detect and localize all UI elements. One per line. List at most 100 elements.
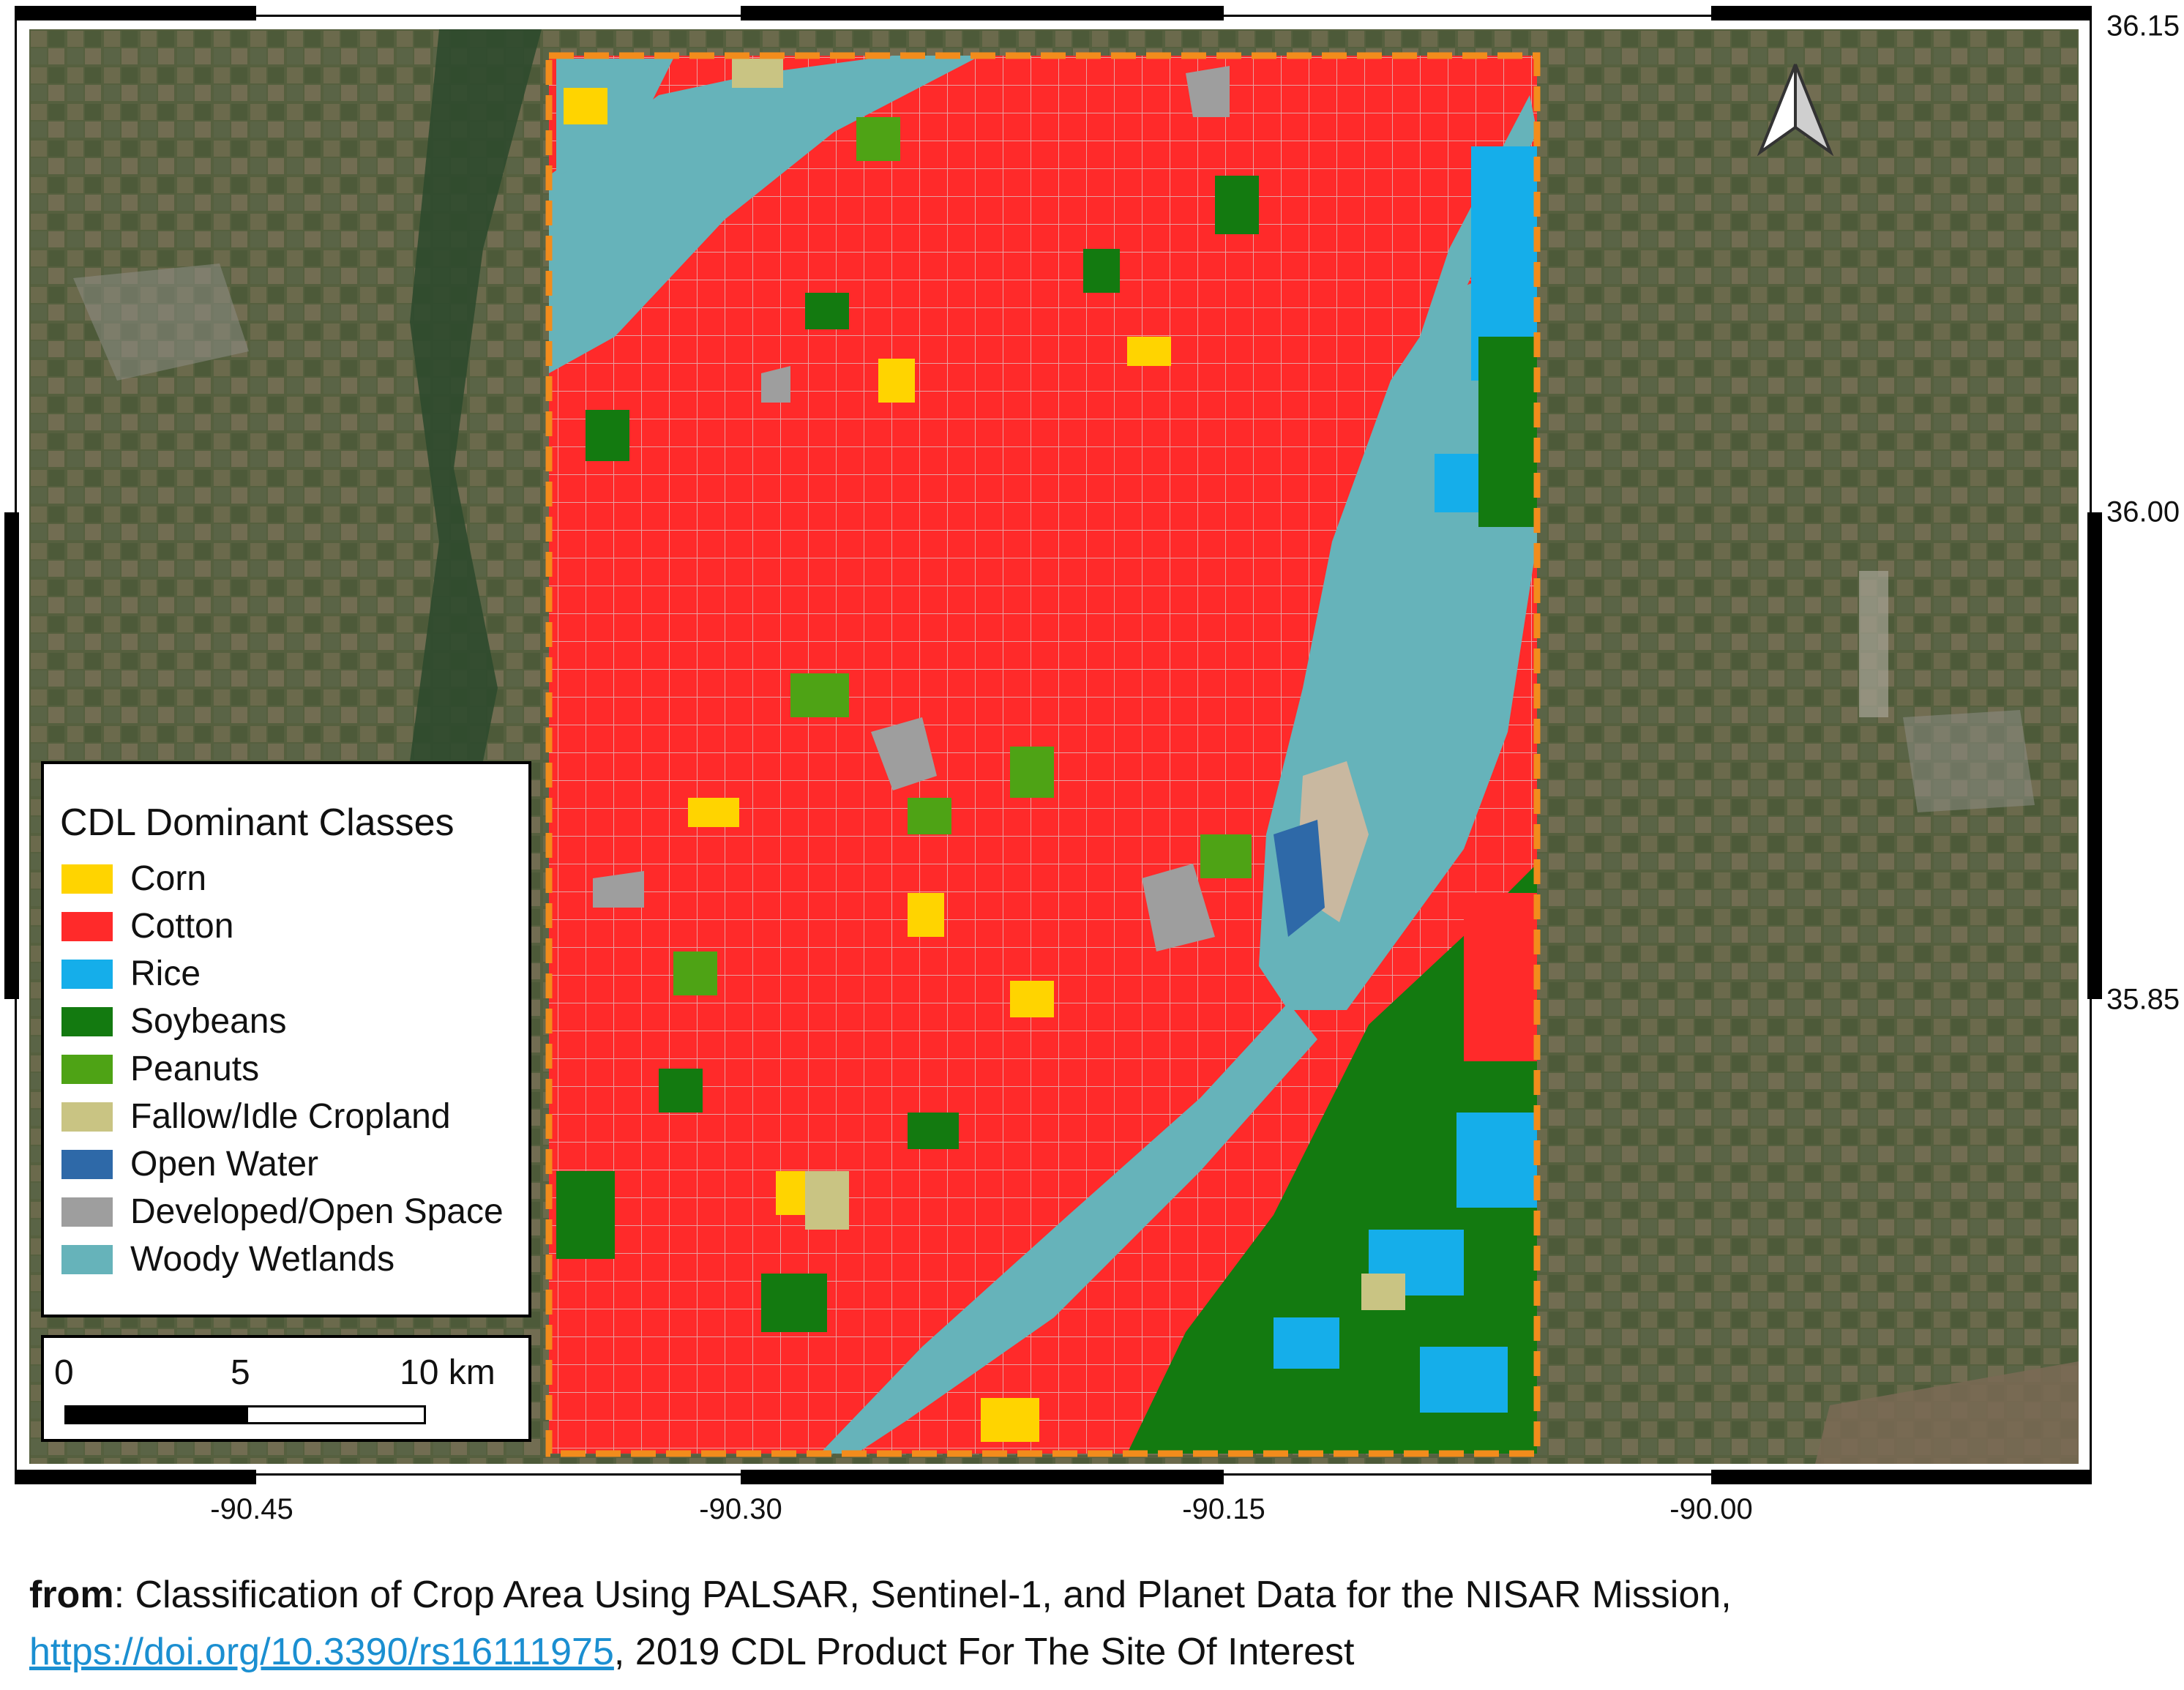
caption-text: : Classification of Crop Area Using PALS… — [113, 1574, 1732, 1616]
soy-field-c — [1083, 249, 1120, 293]
frame-tick-right-1 — [2087, 512, 2102, 999]
legend-swatch — [61, 1197, 113, 1227]
frame-tick-left-1 — [4, 512, 19, 999]
longitude-label-2: -90.30 — [699, 1493, 782, 1525]
legend-item-corn: Corn — [57, 855, 528, 902]
legend-item-woody-wetlands: Woody Wetlands — [57, 1235, 528, 1283]
peanut-field-b — [1010, 747, 1054, 798]
fallow-field-c — [732, 59, 783, 88]
legend-label: Rice — [130, 954, 201, 993]
latitude-label-3: 35.85 — [2106, 983, 2180, 1016]
frame-tick-bottom-2 — [741, 1470, 1224, 1484]
legend-item-soybeans: Soybeans — [57, 998, 528, 1045]
legend-swatch — [61, 911, 113, 941]
developed-patch-b — [1142, 864, 1215, 951]
legend-item-open-water: Open Water — [57, 1140, 528, 1188]
cotton-field-east — [1464, 893, 1537, 1061]
legend-swatch — [61, 1244, 113, 1274]
frame-tick-top-3 — [1711, 6, 2092, 20]
rice-field-5 — [1420, 1347, 1508, 1413]
legend-label: Open Water — [130, 1145, 318, 1184]
fallow-field-a — [805, 1171, 849, 1230]
study-area-border — [545, 52, 1541, 1457]
map-legend: CDL Dominant Classes Corn Cotton Rice So… — [41, 761, 531, 1317]
corn-field-c — [688, 798, 739, 827]
rice-field-6 — [1274, 1317, 1339, 1369]
legend-item-peanuts: Peanuts — [57, 1045, 528, 1093]
corn-field-b — [878, 359, 915, 403]
legend-label: Soybeans — [130, 1002, 287, 1041]
legend-label: Fallow/Idle Cropland — [130, 1097, 451, 1136]
scale-segment-black — [64, 1405, 246, 1424]
caption-line-1: from: Classification of Crop Area Using … — [29, 1566, 2152, 1623]
satellite-river-southeast — [1815, 1361, 2079, 1464]
caption-text-2: , 2019 CDL Product For The Site Of Inter… — [613, 1631, 1355, 1673]
rice-field-3 — [1456, 1113, 1537, 1208]
longitude-label-3: -90.15 — [1182, 1493, 1265, 1525]
corn-field-d — [908, 893, 944, 937]
satellite-town-east — [1903, 710, 2035, 812]
legend-item-developed: Developed/Open Space — [57, 1188, 528, 1235]
legend-item-fallow: Fallow/Idle Cropland — [57, 1093, 528, 1140]
legend-swatch — [61, 1054, 113, 1084]
peanut-field-a — [790, 673, 849, 717]
soy-field-h — [1215, 176, 1259, 234]
soy-field-f — [908, 1113, 959, 1149]
legend-label: Corn — [130, 859, 207, 898]
scale-bar: 0 5 10 km — [41, 1335, 531, 1442]
legend-title: CDL Dominant Classes — [60, 801, 455, 844]
frame-tick-bottom-1 — [15, 1470, 256, 1484]
satellite-river-west — [410, 29, 542, 834]
caption-bold: from — [29, 1574, 114, 1616]
developed-patch-a — [871, 717, 937, 790]
peanut-field-f — [856, 117, 900, 161]
legend-label: Developed/Open Space — [130, 1192, 504, 1231]
legend-swatch — [61, 864, 113, 894]
study-area-classification — [549, 56, 1537, 1454]
longitude-label-4: -90.00 — [1669, 1493, 1753, 1525]
legend-item-cotton: Cotton — [57, 902, 528, 950]
developed-patch-d — [1186, 66, 1230, 117]
legend-swatch — [61, 959, 113, 989]
scale-label-5: 5 — [231, 1353, 250, 1392]
legend-swatch — [61, 1102, 113, 1132]
legend-item-rice: Rice — [57, 950, 528, 998]
peanut-field-e — [673, 951, 717, 995]
legend-label: Peanuts — [130, 1050, 260, 1088]
legend-swatch — [61, 1149, 113, 1179]
corn-field-e — [1010, 981, 1054, 1017]
open-water-lake — [1274, 820, 1325, 937]
fallow-field-b — [1361, 1274, 1405, 1310]
soy-field-a — [586, 410, 629, 461]
frame-tick-top-1 — [15, 6, 256, 20]
longitude-label-1: -90.45 — [210, 1493, 293, 1525]
figure-caption: from: Classification of Crop Area Using … — [29, 1566, 2152, 1680]
soy-field-e — [659, 1069, 703, 1113]
scale-segment-white — [246, 1405, 426, 1424]
developed-patch-c — [593, 871, 644, 908]
latitude-label-1: 36.15 — [2106, 10, 2180, 42]
developed-patch-e — [761, 366, 790, 403]
frame-tick-bottom-3 — [1711, 1470, 2092, 1484]
soybeans-east — [1127, 864, 1537, 1454]
latitude-label-2: 36.00 — [2106, 496, 2180, 528]
corn-field-i — [1127, 337, 1171, 366]
peanut-field-d — [1200, 834, 1252, 878]
corn-field-g — [981, 1398, 1039, 1442]
legend-label: Cotton — [130, 907, 234, 946]
scale-label-10: 10 km — [400, 1353, 495, 1392]
satellite-town — [73, 263, 249, 381]
frame-tick-top-2 — [741, 6, 1224, 20]
soybeans-east-north — [1478, 337, 1537, 527]
wetland-corridor-south — [820, 1003, 1317, 1454]
peanut-field-c — [908, 798, 951, 834]
soy-field-g — [761, 1274, 827, 1332]
soy-field-b — [805, 293, 849, 329]
doi-link[interactable]: https://doi.org/10.3390/rs16111975 — [29, 1631, 614, 1673]
legend-swatch — [61, 1006, 113, 1036]
legend-label: Woody Wetlands — [130, 1240, 395, 1279]
scale-label-0: 0 — [54, 1353, 74, 1392]
wetland-band-north — [549, 56, 981, 373]
corn-field-a — [564, 88, 607, 124]
satellite-airport — [1859, 571, 1888, 717]
